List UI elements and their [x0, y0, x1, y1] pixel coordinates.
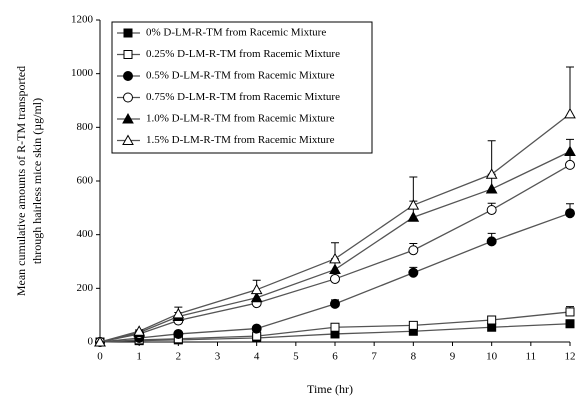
marker — [330, 265, 340, 274]
x-tick-label: 3 — [215, 351, 221, 363]
y-tick-label: 0 — [88, 336, 94, 348]
x-tick-label: 9 — [450, 351, 456, 363]
x-axis-title: Time (hr) — [307, 382, 353, 396]
y-tick-label: 1000 — [71, 67, 94, 79]
marker — [331, 323, 339, 331]
marker — [252, 285, 262, 294]
marker — [252, 324, 261, 333]
error-bar — [566, 67, 574, 114]
marker — [566, 308, 574, 316]
y-axis-title: through hairless mice skin (µg/ml) — [30, 98, 44, 264]
marker — [331, 299, 340, 308]
marker — [124, 93, 133, 102]
y-tick-label: 200 — [77, 282, 94, 294]
legend-label: 1.5% D-LM-R-TM from Racemic Mixture — [146, 134, 335, 146]
legend-label: 0.5% D-LM-R-TM from Racemic Mixture — [146, 70, 335, 82]
marker — [566, 320, 574, 328]
marker — [566, 160, 575, 169]
marker — [409, 268, 418, 277]
x-tick-label: 8 — [411, 351, 417, 363]
marker — [124, 29, 132, 37]
y-tick-label: 800 — [77, 121, 94, 133]
x-tick-label: 10 — [486, 351, 498, 363]
x-tick-label: 0 — [97, 351, 103, 363]
x-tick-label: 7 — [371, 351, 377, 363]
x-tick-label: 1 — [136, 351, 142, 363]
y-tick-label: 400 — [77, 228, 94, 240]
legend-label: 0% D-LM-R-TM from Racemic Mixture — [146, 27, 326, 39]
marker — [488, 316, 496, 324]
x-tick-label: 12 — [565, 351, 576, 363]
marker — [409, 321, 417, 329]
legend-label: 0.25% D-LM-R-TM from Racemic Mixture — [146, 48, 340, 60]
x-tick-label: 2 — [176, 351, 182, 363]
marker — [565, 146, 575, 155]
marker — [174, 329, 183, 338]
legend-label: 0.75% D-LM-R-TM from Racemic Mixture — [146, 91, 340, 103]
x-tick-label: 5 — [293, 351, 299, 363]
marker — [487, 184, 497, 193]
y-axis-title: Mean cumulative amounts of R-TM transpor… — [14, 66, 28, 296]
x-tick-label: 11 — [526, 351, 537, 363]
x-tick-label: 6 — [332, 351, 338, 363]
marker — [331, 274, 340, 283]
marker — [487, 205, 496, 214]
marker — [409, 246, 418, 255]
marker — [124, 72, 133, 81]
x-tick-label: 4 — [254, 351, 260, 363]
marker — [487, 237, 496, 246]
legend-label: 1.0% D-LM-R-TM from Racemic Mixture — [146, 113, 335, 125]
y-tick-label: 1200 — [71, 14, 94, 26]
marker — [124, 51, 132, 59]
marker — [566, 209, 575, 218]
marker — [565, 109, 575, 118]
marker — [408, 212, 418, 221]
y-tick-label: 600 — [77, 175, 94, 187]
